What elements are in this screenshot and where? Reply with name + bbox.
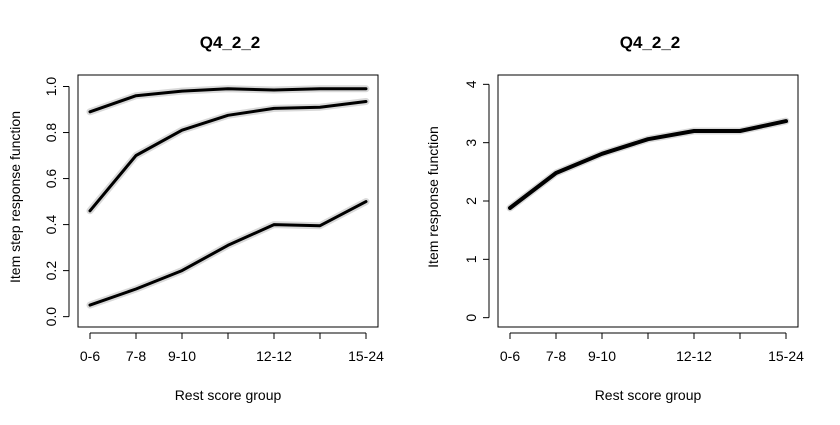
chart1-series-0-band: [506, 117, 790, 212]
chart0-series-1-band: [86, 98, 370, 215]
chart0-x-tick-label-3: 12-12: [256, 348, 292, 364]
chart0-title: Q4_2_2: [200, 33, 261, 52]
chart0-y-tick-label-0: 0.0: [43, 307, 59, 327]
chart1-plot-frame: [497, 74, 799, 328]
chart0-y-tick-label-2: 0.4: [43, 215, 59, 235]
chart0-x-tick-label-2: 9-10: [168, 348, 196, 364]
chart1-x-tick-label-4: 15-24: [768, 348, 804, 364]
chart0-y-axis-label: Item step response function: [7, 111, 23, 283]
chart1-x-tick-label-1: 7-8: [546, 348, 566, 364]
chart1-y-tick-label-2: 2: [463, 197, 479, 205]
chart0-series-0-line: [88, 87, 368, 114]
chart1-x-axis-label: Rest score group: [595, 387, 702, 403]
chart0-x-tick-label-4: 15-24: [348, 348, 384, 364]
chart1-x-tick-label-0: 0-6: [500, 348, 520, 364]
chart1-y-tick-label-3: 3: [463, 139, 479, 147]
chart0-x-tick-label-1: 7-8: [126, 348, 146, 364]
chart1-title: Q4_2_2: [620, 33, 681, 52]
chart0-x-tick-label-0: 0-6: [80, 348, 100, 364]
chart0-series-1-line: [88, 100, 368, 213]
chart1-y-tick-label-0: 0: [463, 314, 479, 322]
chart0-plot-frame: [77, 74, 379, 328]
chart1-y-axis-label: Item response function: [425, 126, 441, 268]
chart1-series-0-line: [508, 119, 788, 210]
chart0-y-tick-label-1: 0.2: [43, 261, 59, 281]
chart0-x-axis-label: Rest score group: [175, 387, 282, 403]
chart0-y-tick-label-5: 1.0: [43, 77, 59, 97]
chart1-x-tick-label-3: 12-12: [676, 348, 712, 364]
chart0-series-2-line: [88, 200, 368, 307]
chart1-x-tick-label-2: 9-10: [588, 348, 616, 364]
chart1-y-tick-label-1: 1: [463, 255, 479, 263]
chart0-y-tick-label-4: 0.8: [43, 123, 59, 143]
chart1-y-tick-label-4: 4: [463, 80, 479, 88]
chart0-y-tick-label-3: 0.6: [43, 169, 59, 189]
